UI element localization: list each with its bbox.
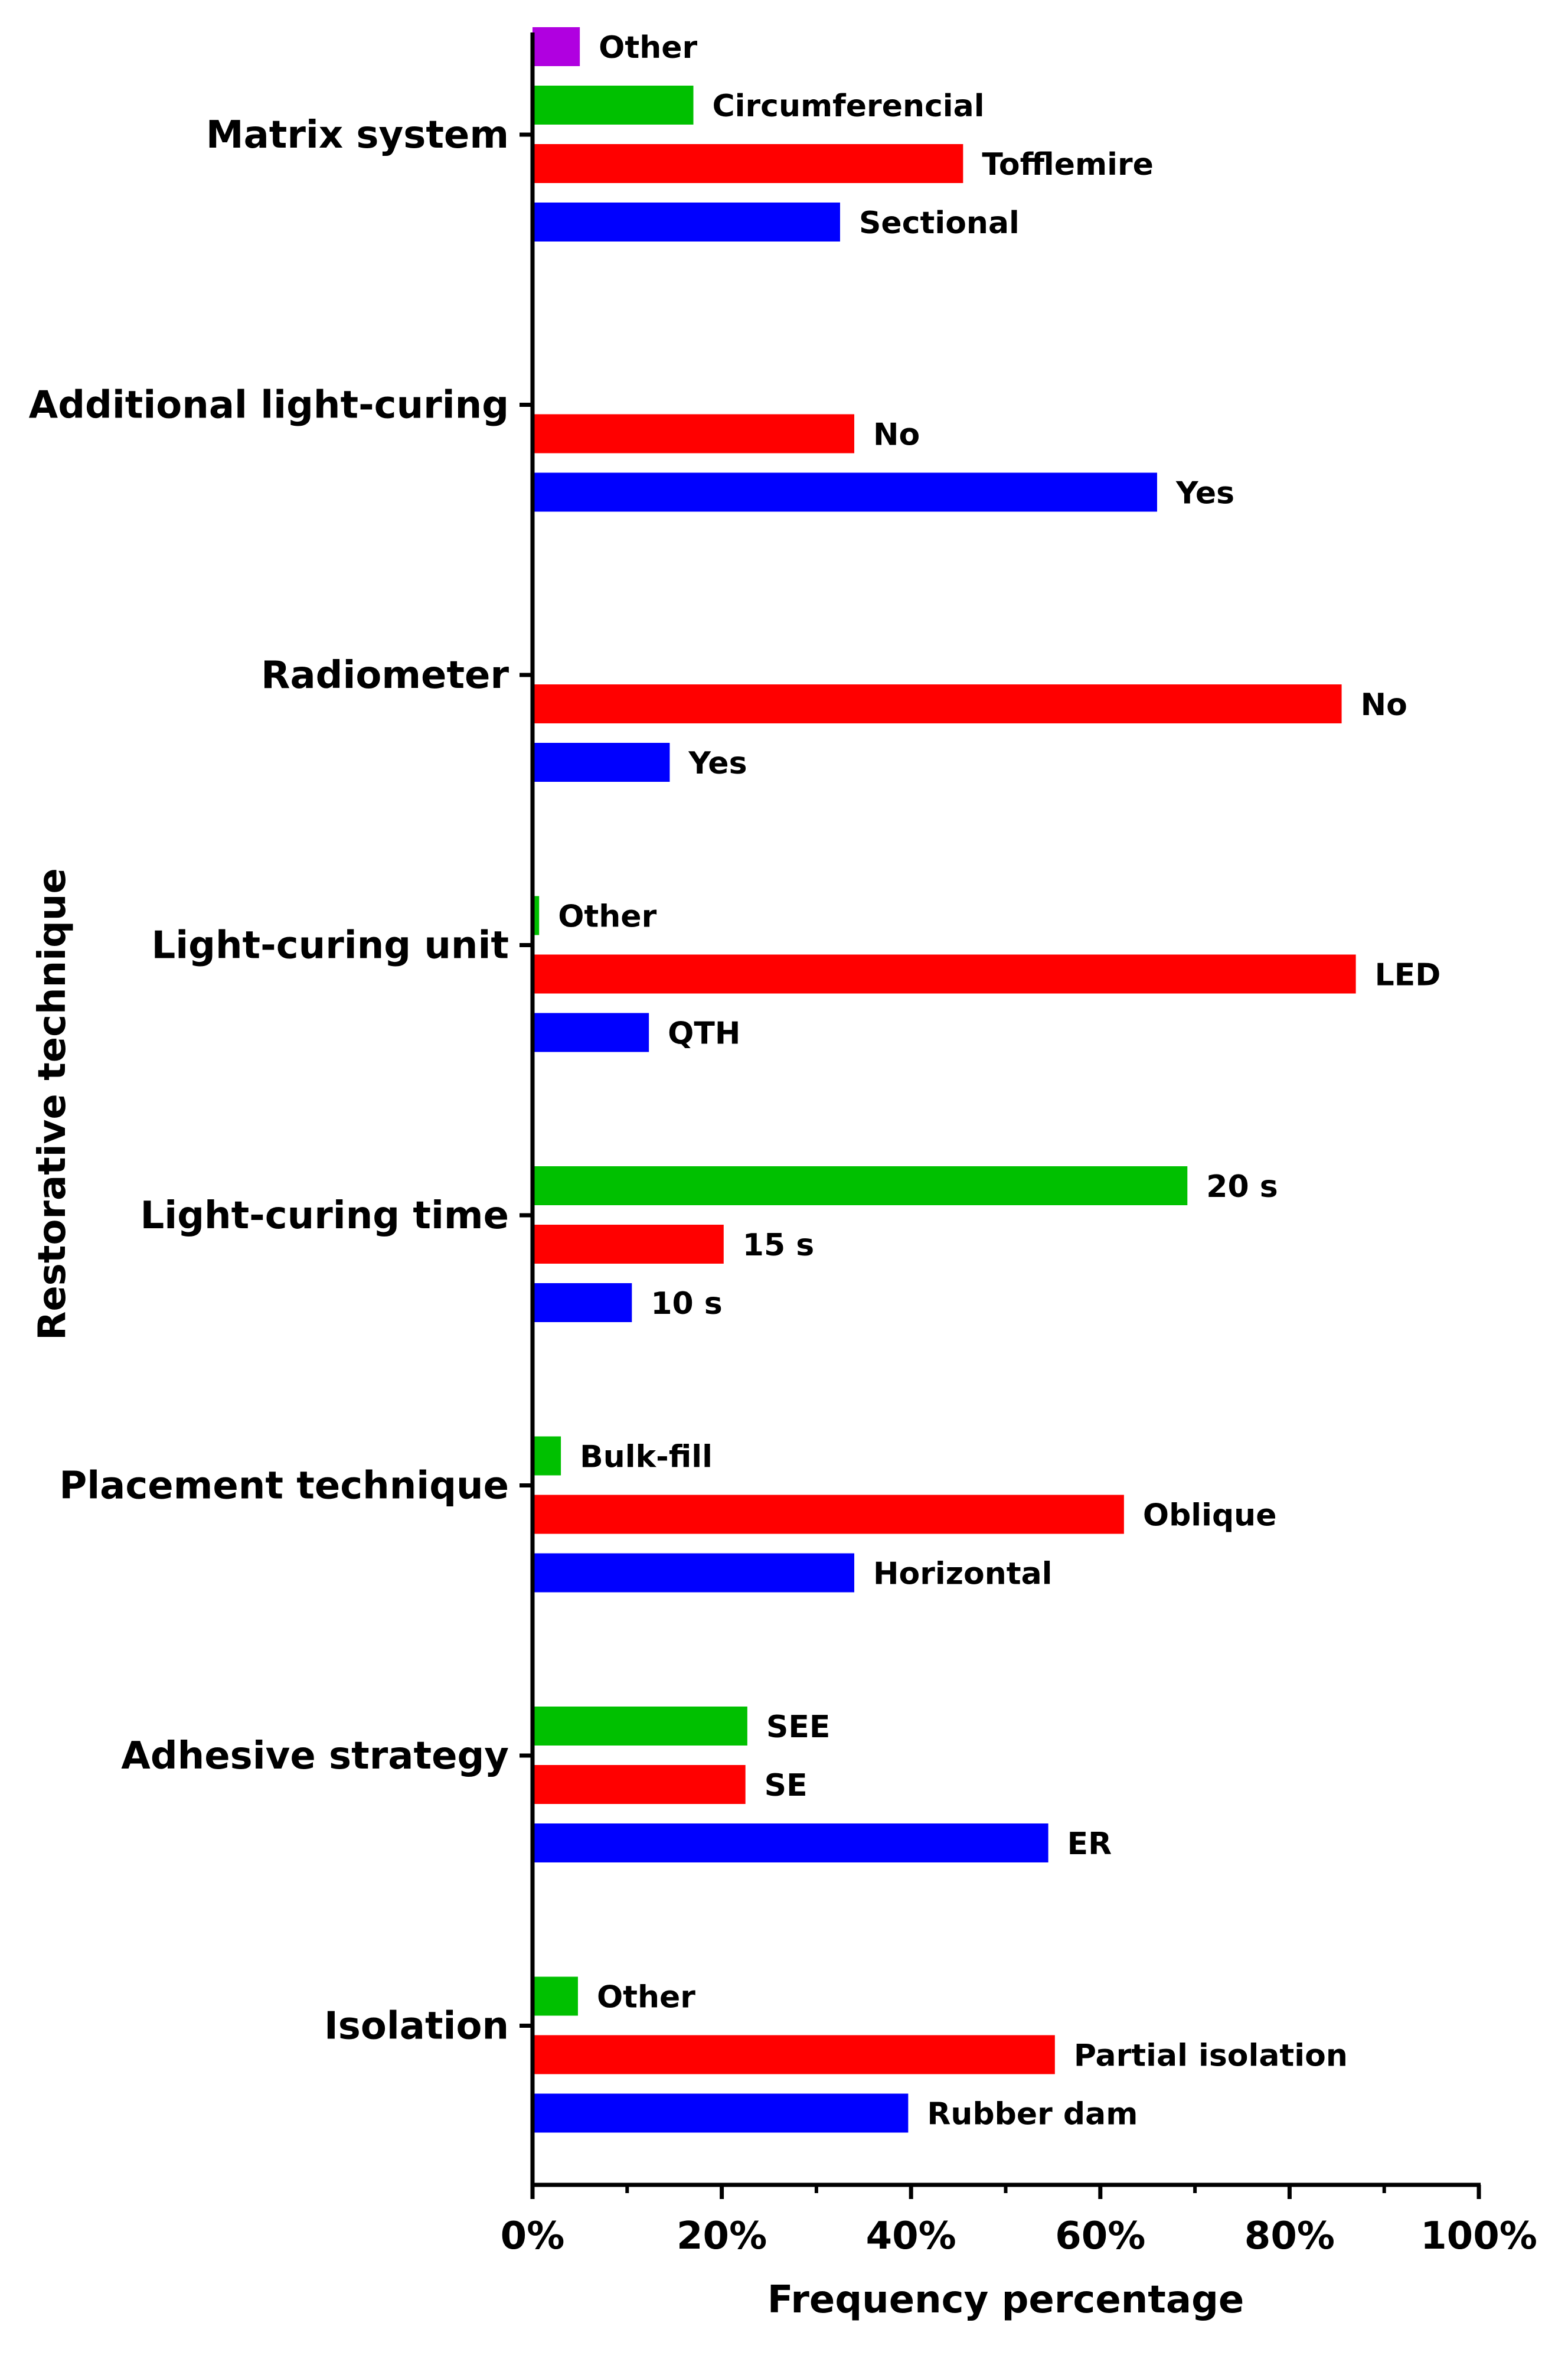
bar-label-light-curing-unit-qth: QTH: [668, 1016, 740, 1052]
bar-light-curing-time-15-s: [533, 1225, 724, 1264]
bar-label-isolation-rubber-dam: Rubber dam: [927, 2097, 1138, 2132]
bar-matrix-system-other: [533, 27, 580, 66]
bar-placement-technique-bulk-fill: [533, 1436, 561, 1476]
bar-isolation-partial-isolation: [533, 2035, 1055, 2074]
axes-layer: [530, 32, 1481, 2187]
bar-isolation-rubber-dam: [533, 2093, 909, 2133]
bar-label-radiometer-yes: Yes: [688, 746, 747, 781]
category-label-placement-technique: Placement technique: [59, 1464, 509, 1508]
bar-label-placement-technique-oblique: Oblique: [1143, 1498, 1277, 1534]
bar-light-curing-unit-led: [533, 954, 1356, 994]
category-label-isolation: Isolation: [324, 2005, 509, 2048]
bar-label-light-curing-time-10-s: 10 s: [651, 1286, 722, 1322]
bar-label-adhesive-strategy-se: SE: [765, 1768, 808, 1803]
category-label-light-curing-time: Light-curing time: [140, 1194, 509, 1238]
bar-label-light-curing-time-15-s: 15 s: [743, 1228, 814, 1263]
bar-placement-technique-horizontal: [533, 1553, 855, 1593]
bar-label-placement-technique-horizontal: Horizontal: [873, 1557, 1053, 1592]
x-tick-label: 100%: [1420, 2214, 1537, 2258]
bar-light-curing-unit-other: [533, 896, 540, 935]
bar-label-matrix-system-other: Other: [599, 30, 697, 66]
bar-radiometer-yes: [533, 743, 670, 782]
bar-matrix-system-tofflemire: [533, 144, 963, 183]
bar-label-isolation-other: Other: [597, 1980, 695, 2015]
x-tick-label: 40%: [866, 2214, 956, 2258]
bar-label-additional-light-curing-no: No: [873, 417, 920, 453]
category-label-radiometer: Radiometer: [261, 654, 509, 697]
bar-additional-light-curing-yes: [533, 472, 1157, 512]
y-axis-title: Restorative technique: [31, 868, 74, 1340]
bar-adhesive-strategy-see: [533, 1707, 747, 1746]
bar-isolation-other: [533, 1976, 578, 2016]
category-label-additional-light-curing: Additional light-curing: [29, 384, 509, 428]
x-tick-label: 0%: [501, 2214, 565, 2258]
x-axis-title: Frequency percentage: [767, 2278, 1244, 2322]
bar-adhesive-strategy-se: [533, 1765, 746, 1804]
bar-label-isolation-partial-isolation: Partial isolation: [1074, 2038, 1348, 2074]
bar-label-radiometer-no: No: [1361, 687, 1407, 723]
bar-additional-light-curing-no: [533, 414, 855, 454]
bar-label-matrix-system-circumferencial: Circumferencial: [713, 89, 985, 124]
bar-label-adhesive-strategy-see: SEE: [766, 1709, 831, 1745]
bar-matrix-system-circumferencial: [533, 86, 694, 125]
bar-placement-technique-oblique: [533, 1495, 1124, 1534]
bar-label-light-curing-unit-led: LED: [1375, 958, 1441, 993]
bar-light-curing-time-10-s: [533, 1283, 632, 1322]
bar-light-curing-unit-qth: [533, 1013, 649, 1052]
x-tick-label: 80%: [1244, 2214, 1335, 2258]
bar-labels-layer: Sectional Tofflemire Circumferencial Other Y…: [558, 30, 1440, 2132]
bar-label-placement-technique-bulk-fill: Bulk-fill: [580, 1440, 713, 1475]
x-tick-label: 60%: [1055, 2214, 1145, 2258]
bar-matrix-system-sectional: [533, 203, 840, 242]
category-labels-layer: Matrix system Additional light-curing Radi…: [29, 113, 509, 2048]
bar-adhesive-strategy-er: [533, 1823, 1048, 1862]
category-label-light-curing-unit: Light-curing unit: [151, 924, 509, 968]
bar-label-matrix-system-tofflemire: Tofflemire: [982, 147, 1154, 182]
bar-radiometer-no: [533, 684, 1342, 723]
bar-label-light-curing-time-20-s: 20 s: [1206, 1169, 1278, 1205]
category-label-matrix-system: Matrix system: [206, 113, 509, 157]
bar-label-additional-light-curing-yes: Yes: [1175, 476, 1234, 511]
ticks-layer: 0% 20% 40% 60% 80% 100%: [501, 132, 1537, 2258]
bar-label-matrix-system-sectional: Sectional: [859, 205, 1020, 241]
bar-label-adhesive-strategy-er: ER: [1067, 1826, 1112, 1862]
x-tick-label: 20%: [677, 2214, 767, 2258]
category-label-adhesive-strategy: Adhesive strategy: [121, 1734, 509, 1778]
bar-light-curing-time-20-s: [533, 1166, 1188, 1205]
bars-layer: [533, 27, 1356, 2133]
bar-label-light-curing-unit-other: Other: [558, 899, 656, 935]
